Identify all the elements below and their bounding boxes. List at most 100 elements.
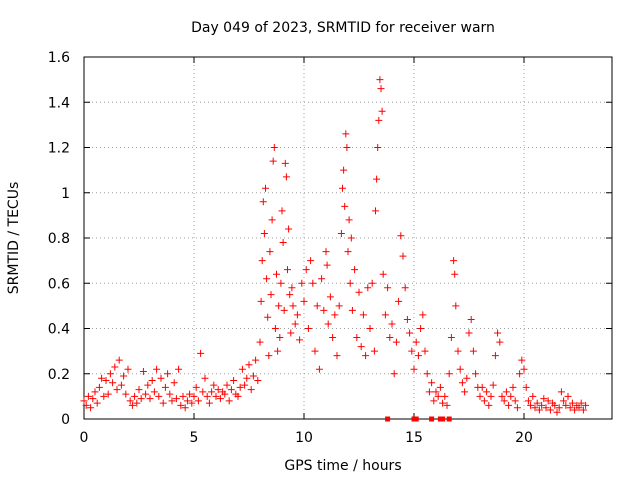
data-point xyxy=(225,397,233,405)
data-point xyxy=(560,397,568,405)
data-point xyxy=(120,372,128,380)
data-point xyxy=(199,388,207,396)
data-point xyxy=(386,334,394,342)
data-point xyxy=(509,383,517,391)
data-point xyxy=(542,404,550,412)
data-point xyxy=(267,291,275,299)
data-point xyxy=(372,207,379,215)
data-point xyxy=(540,395,548,403)
data-point xyxy=(148,377,156,385)
data-point xyxy=(322,248,330,256)
data-point xyxy=(381,311,389,319)
data-point xyxy=(491,352,499,360)
data-point xyxy=(505,401,513,409)
data-point xyxy=(351,266,359,274)
data-point xyxy=(571,406,579,414)
data-point xyxy=(575,404,583,412)
data-point xyxy=(315,365,323,373)
y-tick-label: 1.4 xyxy=(48,95,70,111)
data-point xyxy=(318,275,326,283)
data-point xyxy=(522,383,530,391)
data-point xyxy=(214,386,222,394)
data-point xyxy=(238,365,246,373)
data-point xyxy=(513,404,521,412)
data-point xyxy=(249,372,257,380)
data-point xyxy=(98,374,106,382)
data-point xyxy=(243,374,251,382)
data-point xyxy=(347,234,355,242)
y-ticks: 0 0.2 0.4 0.6 0.8 1 1.2 1.4 1.6 xyxy=(48,50,612,428)
data-point xyxy=(353,334,361,342)
data-point xyxy=(390,370,398,378)
x-tick-label: 0 xyxy=(80,430,89,446)
data-point xyxy=(208,388,216,396)
data-point xyxy=(447,334,455,342)
data-point xyxy=(465,329,473,337)
data-point xyxy=(201,374,209,382)
data-point xyxy=(133,399,141,407)
data-point xyxy=(425,388,433,396)
data-point xyxy=(155,392,163,400)
data-point xyxy=(412,338,420,346)
data-point xyxy=(117,381,125,389)
data-point xyxy=(276,334,284,342)
data-point xyxy=(177,401,185,409)
data-point xyxy=(384,284,392,292)
data-point xyxy=(441,392,449,400)
data-point xyxy=(445,370,453,378)
data-point xyxy=(284,266,291,274)
data-point xyxy=(423,370,431,378)
data-point xyxy=(256,338,264,346)
data-point xyxy=(115,356,123,364)
data-point xyxy=(170,379,178,387)
data-point xyxy=(188,399,196,407)
data-point xyxy=(210,381,218,389)
data-point xyxy=(376,76,384,84)
data-point xyxy=(341,202,349,210)
data-point xyxy=(166,390,174,398)
x-tick-label: 10 xyxy=(295,430,313,446)
data-point xyxy=(221,390,229,398)
data-point xyxy=(399,252,407,260)
data-point xyxy=(392,338,400,346)
data-point xyxy=(324,320,332,328)
data-point xyxy=(375,116,383,124)
data-point xyxy=(142,390,150,398)
x-tick-label: 5 xyxy=(190,430,199,446)
data-point xyxy=(304,325,312,332)
x-tick-label: 20 xyxy=(515,430,533,446)
data-point xyxy=(546,406,554,414)
data-point xyxy=(348,306,356,314)
data-point xyxy=(197,349,205,357)
data-point xyxy=(533,399,541,407)
y-tick-label: 1.2 xyxy=(48,141,70,157)
data-point xyxy=(489,381,497,389)
data-point xyxy=(82,401,90,409)
data-point xyxy=(300,297,308,305)
data-point xyxy=(476,392,484,400)
data-point xyxy=(366,325,374,332)
data-point xyxy=(456,365,464,373)
data-point xyxy=(527,401,535,409)
data-point xyxy=(498,392,506,400)
data-point xyxy=(144,381,152,389)
data-point xyxy=(135,386,143,394)
data-point xyxy=(451,270,459,278)
data-point xyxy=(472,370,480,378)
data-point xyxy=(307,257,315,265)
data-point xyxy=(139,367,147,375)
data-point xyxy=(467,315,475,323)
data-point xyxy=(419,311,427,319)
data-point xyxy=(172,395,180,403)
data-point xyxy=(524,397,532,405)
data-point xyxy=(452,302,460,310)
y-tick-label: 0.6 xyxy=(48,276,70,292)
data-point xyxy=(186,390,194,398)
data-point xyxy=(179,392,187,400)
data-point xyxy=(551,401,559,409)
data-point xyxy=(450,257,458,265)
data-point xyxy=(104,390,112,398)
data-point xyxy=(346,279,354,287)
data-point xyxy=(257,297,265,305)
